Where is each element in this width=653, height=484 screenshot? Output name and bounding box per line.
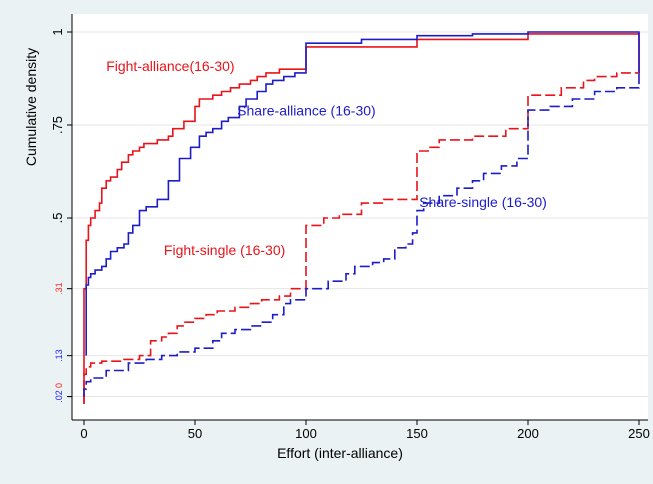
y-tick-label: .5 — [50, 213, 65, 224]
y-tick-label: 1 — [50, 28, 65, 35]
x-axis-label: Effort (inter-alliance) — [277, 445, 403, 461]
x-tick-label: 200 — [517, 426, 539, 441]
x-tick-label: 50 — [188, 426, 202, 441]
x-tick-label: 150 — [406, 426, 428, 441]
plot-area — [72, 14, 648, 420]
y-tick-label: .13 — [54, 349, 64, 362]
y-tick-label: .31 — [54, 282, 64, 295]
series-annotation: Share-alliance (16-30) — [237, 103, 376, 119]
series-lines — [83, 31, 640, 404]
series-annotation: Share-single (16-30) — [419, 194, 547, 210]
axes: 0 50 100 150 200 250 .02 0 .13 .31 .5 .75 1 — [50, 14, 650, 441]
series-line-3 — [83, 72, 639, 404]
y-tick-label: .75 — [50, 116, 65, 134]
x-tick-label: 100 — [295, 426, 317, 441]
series-annotation: Fight-alliance(16-30) — [106, 58, 234, 74]
series-line-4 — [83, 84, 640, 397]
x-tick-label: 0 — [80, 426, 87, 441]
y-tick-label: 0 — [54, 383, 64, 388]
y-axis-label: Cumulative density — [23, 48, 39, 166]
series-line-1 — [83, 33, 640, 404]
x-tick-label: 250 — [628, 426, 650, 441]
annotations: Fight-alliance(16-30) Share-alliance (16-… — [106, 58, 547, 258]
y-tick-label: .02 — [54, 390, 64, 403]
series-annotation: Fight-single (16-30) — [164, 242, 285, 258]
series-line-2 — [85, 31, 640, 356]
